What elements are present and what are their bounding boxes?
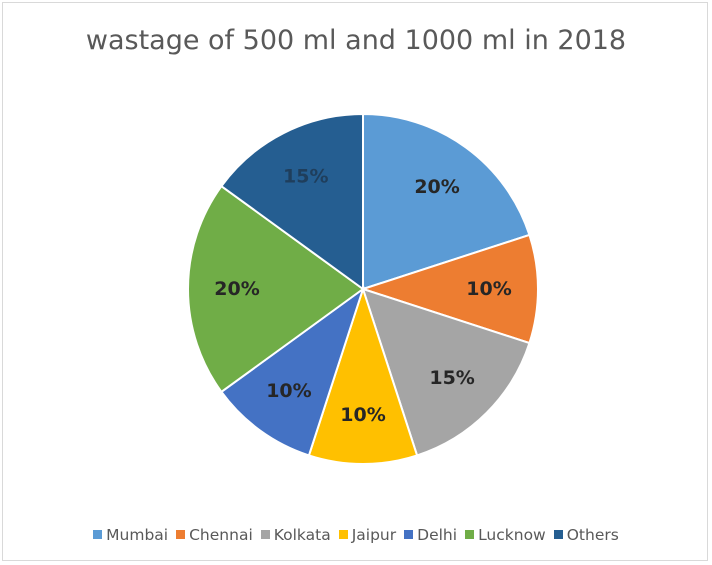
pie-slice-others bbox=[220, 112, 364, 291]
legend-item-mumbai: Mumbai bbox=[93, 526, 168, 544]
data-label-chennai: 10% bbox=[466, 278, 511, 300]
legend: Mumbai Chennai Kolkata Jaipur Delhi Lucknow Ot… bbox=[3, 526, 709, 544]
legend-label-delhi: Delhi bbox=[417, 526, 458, 544]
data-label-jaipur: 10% bbox=[340, 404, 385, 426]
legend-swatch-kolkata bbox=[260, 530, 270, 539]
data-label-delhi: 10% bbox=[266, 380, 311, 402]
legend-label-kolkata: Kolkata bbox=[273, 526, 331, 544]
legend-item-chennai: Chennai bbox=[176, 526, 253, 544]
legend-label-mumbai: Mumbai bbox=[106, 526, 169, 544]
legend-label-jaipur: Jaipur bbox=[351, 526, 397, 544]
pie-slice-lucknow bbox=[187, 184, 365, 394]
data-label-mumbai: 20% bbox=[414, 176, 459, 198]
legend-swatch-delhi bbox=[404, 530, 414, 539]
chart-title: wastage of 500 ml and 1000 ml in 2018 bbox=[85, 25, 627, 56]
data-label-others: 15% bbox=[283, 166, 328, 188]
pie-chart: 20% 10% 15% 10% 10% 20% 15% bbox=[187, 112, 539, 465]
legend-swatch-lucknow bbox=[465, 530, 475, 539]
data-label-lucknow: 20% bbox=[214, 278, 259, 300]
data-label-kolkata: 15% bbox=[429, 367, 474, 389]
legend-item-delhi: Delhi bbox=[404, 526, 457, 544]
pie-slice-chennai bbox=[359, 233, 539, 345]
legend-swatch-jaipur bbox=[338, 530, 348, 539]
pie-slice-mumbai bbox=[362, 112, 531, 291]
pie-slice-jaipur bbox=[307, 285, 419, 465]
legend-label-chennai: Chennai bbox=[189, 526, 253, 544]
legend-item-jaipur: Jaipur bbox=[338, 526, 397, 544]
legend-label-lucknow: Lucknow bbox=[478, 526, 546, 544]
legend-item-lucknow: Lucknow bbox=[465, 526, 546, 544]
legend-item-others: Others bbox=[553, 526, 619, 544]
legend-swatch-mumbai bbox=[93, 530, 103, 539]
legend-item-kolkata: Kolkata bbox=[260, 526, 331, 544]
legend-label-others: Others bbox=[566, 526, 619, 544]
legend-swatch-others bbox=[553, 530, 563, 539]
legend-swatch-chennai bbox=[176, 530, 186, 539]
pie-slice-delhi bbox=[220, 286, 365, 457]
